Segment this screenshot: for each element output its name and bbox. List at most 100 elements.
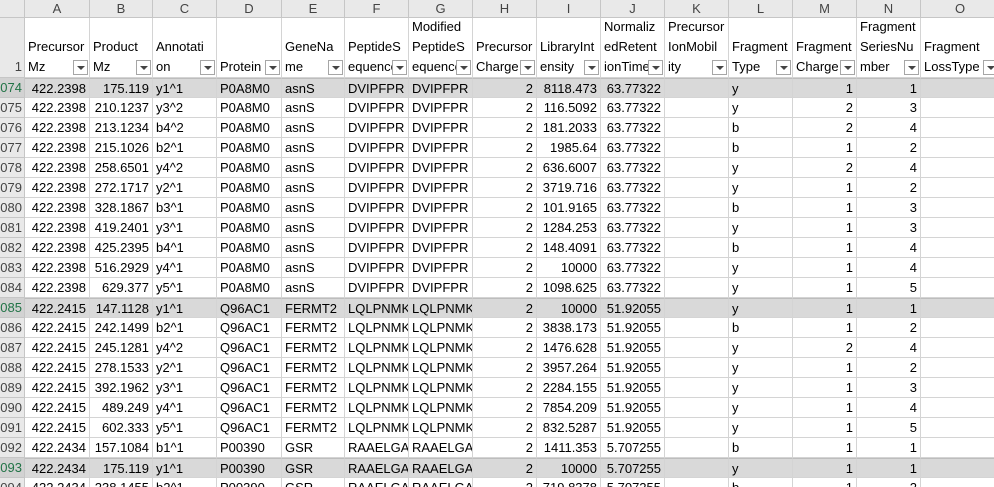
cell[interactable]: y: [729, 278, 793, 298]
cell[interactable]: Q96AC1: [217, 378, 282, 398]
cell[interactable]: 2: [473, 238, 537, 258]
cell[interactable]: P0A8M0: [217, 218, 282, 238]
cell[interactable]: 832.5287: [537, 418, 601, 438]
row-number[interactable]: 093: [0, 458, 25, 478]
cell[interactable]: 10000: [537, 298, 601, 318]
cell[interactable]: P0A8M0: [217, 138, 282, 158]
cell[interactable]: 422.2398: [25, 178, 90, 198]
row-number[interactable]: 076: [0, 118, 25, 138]
row-number[interactable]: 088: [0, 358, 25, 378]
cell[interactable]: 2: [473, 258, 537, 278]
cell[interactable]: DVIPFPR: [409, 98, 473, 118]
cell[interactable]: [921, 118, 994, 138]
cell[interactable]: 116.5092: [537, 98, 601, 118]
cell[interactable]: b1^1: [153, 438, 217, 458]
cell[interactable]: 63.77322: [601, 198, 665, 218]
cell[interactable]: 147.1128: [90, 298, 153, 318]
cell[interactable]: [665, 218, 729, 238]
cell[interactable]: 2: [857, 358, 921, 378]
cell[interactable]: 422.2398: [25, 198, 90, 218]
cell[interactable]: 5: [857, 418, 921, 438]
cell[interactable]: RAAELGAF: [345, 458, 409, 478]
cell[interactable]: FERMT2: [282, 338, 345, 358]
filter-button[interactable]: [265, 60, 280, 75]
cell[interactable]: 422.2398: [25, 278, 90, 298]
cell[interactable]: 1: [793, 198, 857, 218]
cell[interactable]: 1: [793, 458, 857, 478]
cell[interactable]: 2: [473, 418, 537, 438]
row-number[interactable]: 094: [0, 478, 25, 487]
cell[interactable]: P0A8M0: [217, 178, 282, 198]
cell[interactable]: asnS: [282, 98, 345, 118]
cell[interactable]: 422.2415: [25, 398, 90, 418]
cell[interactable]: [665, 298, 729, 318]
cell[interactable]: 422.2415: [25, 418, 90, 438]
cell[interactable]: 516.2929: [90, 258, 153, 278]
cell[interactable]: P0A8M0: [217, 258, 282, 278]
cell[interactable]: 422.2415: [25, 338, 90, 358]
cell[interactable]: DVIPFPR: [345, 118, 409, 138]
cell[interactable]: LQLPNMK: [409, 338, 473, 358]
cell[interactable]: [665, 238, 729, 258]
cell[interactable]: 422.2434: [25, 478, 90, 487]
row-number[interactable]: 075: [0, 98, 25, 118]
cell[interactable]: 489.249: [90, 398, 153, 418]
cell[interactable]: 245.1281: [90, 338, 153, 358]
cell[interactable]: DVIPFPR: [345, 158, 409, 178]
filter-button[interactable]: [776, 60, 791, 75]
cell[interactable]: [921, 438, 994, 458]
cell[interactable]: y3^1: [153, 218, 217, 238]
cell[interactable]: y5^1: [153, 418, 217, 438]
cell[interactable]: P00390: [217, 478, 282, 487]
cell[interactable]: b: [729, 318, 793, 338]
cell[interactable]: [665, 398, 729, 418]
cell[interactable]: 1: [793, 78, 857, 98]
cell[interactable]: asnS: [282, 158, 345, 178]
cell[interactable]: 1: [793, 238, 857, 258]
cell[interactable]: 1: [793, 438, 857, 458]
cell[interactable]: 2: [473, 298, 537, 318]
cell[interactable]: y: [729, 98, 793, 118]
cell[interactable]: y: [729, 218, 793, 238]
cell[interactable]: LQLPNMK: [345, 338, 409, 358]
cell[interactable]: GSR: [282, 438, 345, 458]
cell[interactable]: DVIPFPR: [345, 278, 409, 298]
cell[interactable]: 63.77322: [601, 218, 665, 238]
cell[interactable]: DVIPFPR: [409, 158, 473, 178]
filter-button[interactable]: [200, 60, 215, 75]
column-letter[interactable]: N: [857, 0, 921, 18]
cell[interactable]: [921, 398, 994, 418]
cell[interactable]: RAAELGAF: [409, 458, 473, 478]
cell[interactable]: 4: [857, 398, 921, 418]
cell[interactable]: FERMT2: [282, 318, 345, 338]
cell[interactable]: DVIPFPR: [345, 78, 409, 98]
cell[interactable]: y1^1: [153, 78, 217, 98]
row-number[interactable]: 080: [0, 198, 25, 218]
row-number[interactable]: 085: [0, 298, 25, 318]
cell[interactable]: 51.92055: [601, 358, 665, 378]
cell[interactable]: P0A8M0: [217, 158, 282, 178]
cell[interactable]: 2: [473, 78, 537, 98]
cell[interactable]: [921, 338, 994, 358]
cell[interactable]: LQLPNMK: [409, 358, 473, 378]
cell[interactable]: 51.92055: [601, 398, 665, 418]
cell[interactable]: DVIPFPR: [409, 278, 473, 298]
cell[interactable]: 213.1234: [90, 118, 153, 138]
cell[interactable]: 3: [857, 198, 921, 218]
cell[interactable]: DVIPFPR: [409, 238, 473, 258]
cell[interactable]: 1: [793, 178, 857, 198]
cell[interactable]: 422.2398: [25, 98, 90, 118]
row-number[interactable]: 084: [0, 278, 25, 298]
cell[interactable]: b2^1: [153, 138, 217, 158]
row-number[interactable]: 081: [0, 218, 25, 238]
cell[interactable]: Q96AC1: [217, 298, 282, 318]
cell[interactable]: DVIPFPR: [345, 218, 409, 238]
cell[interactable]: 4: [857, 158, 921, 178]
cell[interactable]: y: [729, 358, 793, 378]
cell[interactable]: [665, 478, 729, 487]
cell[interactable]: 1: [857, 458, 921, 478]
row-number[interactable]: 090: [0, 398, 25, 418]
cell[interactable]: LQLPNMK: [345, 318, 409, 338]
cell[interactable]: 51.92055: [601, 378, 665, 398]
cell[interactable]: 422.2398: [25, 238, 90, 258]
